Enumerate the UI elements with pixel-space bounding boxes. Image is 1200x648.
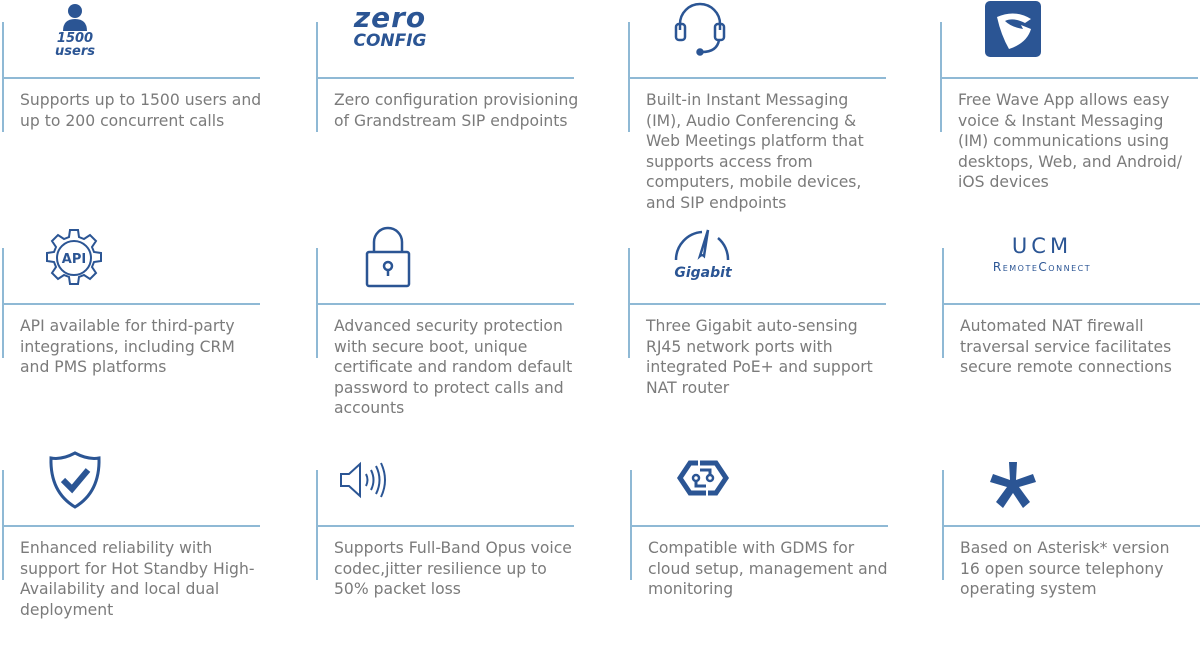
- icon-label: API: [62, 252, 86, 267]
- feature-description: Three Gigabit auto-sensing RJ45 network …: [646, 317, 873, 397]
- feature-wave-app: Free Wave App allows easy voice & Instan…: [940, 0, 1200, 200]
- headset-icon: [672, 0, 728, 56]
- ucm-remoteconnect-logo: UCM RemoteConnect: [962, 234, 1122, 276]
- feature-asterisk: Based on Asterisk* version 16 open sourc…: [942, 448, 1200, 648]
- feature-users: 1500 users Supports up to 1500 users and…: [2, 0, 302, 200]
- icon-label: users: [55, 44, 95, 59]
- feature-gigabit: Gigabit Three Gigabit auto-sensing RJ45 …: [628, 226, 928, 426]
- feature-security: Advanced security protection with secure…: [316, 226, 616, 426]
- icon-label: 1500: [56, 31, 94, 46]
- divider-horizontal: [630, 525, 888, 527]
- feature-description: Zero configuration provisioning of Grand…: [334, 91, 579, 130]
- feature-remote-connect: UCM RemoteConnect Automated NAT firewall…: [942, 226, 1200, 426]
- divider-horizontal: [2, 77, 260, 79]
- divider-horizontal: [940, 77, 1198, 79]
- divider-horizontal: [628, 77, 886, 79]
- divider-horizontal: [316, 77, 574, 79]
- feature-description: Advanced security protection with secure…: [334, 317, 573, 418]
- feature-description: Free Wave App allows easy voice & Instan…: [958, 91, 1182, 192]
- gigabit-gauge-icon: Gigabit: [668, 226, 738, 282]
- divider-horizontal: [942, 303, 1200, 305]
- feature-description: Enhanced reliability with support for Ho…: [20, 539, 255, 619]
- feature-description: Based on Asterisk* version 16 open sourc…: [960, 539, 1170, 599]
- divider-horizontal: [2, 303, 260, 305]
- feature-zero-config: zero CONFIG Zero configuration provision…: [316, 0, 616, 200]
- feature-description: API available for third-party integratio…: [20, 317, 235, 377]
- feature-reliability: Enhanced reliability with support for Ho…: [2, 448, 302, 648]
- divider-horizontal: [2, 525, 260, 527]
- asterisk-icon: [988, 462, 1038, 510]
- divider-horizontal: [942, 525, 1200, 527]
- shield-check-icon: [48, 450, 102, 510]
- feature-description: Built-in Instant Messaging (IM), Audio C…: [646, 91, 864, 212]
- padlock-icon: [364, 226, 412, 288]
- divider-horizontal: [628, 303, 886, 305]
- feature-messaging: Built-in Instant Messaging (IM), Audio C…: [628, 0, 928, 212]
- icon-label: Gigabit: [674, 265, 732, 281]
- feature-opus: Supports Full-Band Opus voice codec,jitt…: [316, 448, 616, 648]
- logo-text: zero: [353, 1, 427, 34]
- divider-horizontal: [316, 525, 574, 527]
- feature-description: Supports Full-Band Opus voice codec,jitt…: [334, 539, 572, 599]
- api-gear-icon: API: [42, 226, 106, 290]
- divider-horizontal: [316, 303, 574, 305]
- feature-description: Compatible with GDMS for cloud setup, ma…: [648, 539, 888, 599]
- feature-description: Automated NAT firewall traversal service…: [960, 317, 1172, 377]
- logo-text: UCM: [1011, 234, 1073, 258]
- logo-text: RemoteConnect: [992, 260, 1092, 274]
- wave-app-icon: [985, 1, 1041, 57]
- logo-text: CONFIG: [353, 31, 427, 51]
- speaker-icon: [338, 460, 390, 500]
- gdms-icon: [676, 460, 730, 496]
- zero-config-logo: zero CONFIG: [342, 1, 438, 51]
- feature-description: Supports up to 1500 users and up to 200 …: [20, 91, 262, 130]
- feature-api: API API available for third-party integr…: [2, 226, 302, 426]
- feature-gdms: Compatible with GDMS for cloud setup, ma…: [630, 448, 930, 648]
- user-icon: 1500 users: [50, 2, 100, 58]
